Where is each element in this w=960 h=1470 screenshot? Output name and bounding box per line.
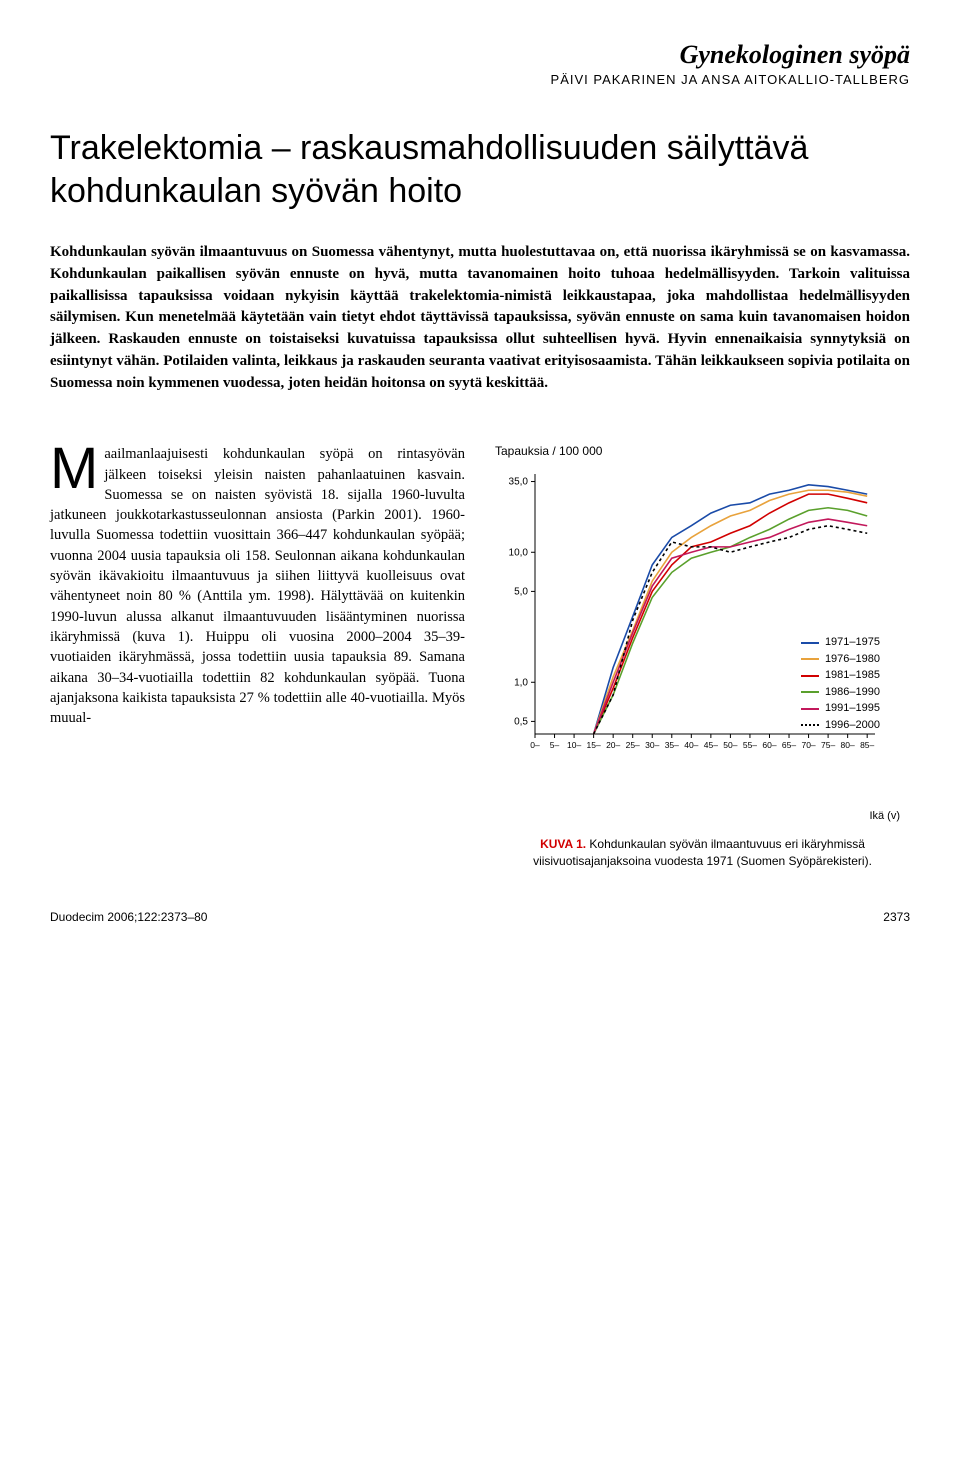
legend-item: 1976–1980: [801, 651, 880, 668]
svg-text:35–: 35–: [665, 740, 679, 750]
svg-text:70–: 70–: [801, 740, 815, 750]
svg-text:20–: 20–: [606, 740, 620, 750]
svg-text:35,0: 35,0: [509, 477, 529, 488]
svg-text:10–: 10–: [567, 740, 581, 750]
svg-text:50–: 50–: [723, 740, 737, 750]
legend-item: 1971–1975: [801, 634, 880, 651]
legend-item: 1991–1995: [801, 700, 880, 717]
svg-text:40–: 40–: [684, 740, 698, 750]
chart-y-title: Tapauksia / 100 000: [495, 444, 910, 458]
legend-item: 1986–1990: [801, 684, 880, 701]
body-column: Maailmanlaajuisesti kohdunkaulan syöpä o…: [50, 444, 465, 870]
svg-text:5–: 5–: [550, 740, 560, 750]
svg-text:45–: 45–: [704, 740, 718, 750]
svg-text:60–: 60–: [762, 740, 776, 750]
figure-caption: KUVA 1. Kohdunkaulan syövän ilmaantuvuus…: [495, 836, 910, 870]
svg-text:85–: 85–: [860, 740, 874, 750]
svg-text:1,0: 1,0: [514, 678, 528, 689]
svg-text:30–: 30–: [645, 740, 659, 750]
page-number: 2373: [883, 910, 910, 924]
article-title: Trakelektomia – raskausmahdollisuuden sä…: [50, 127, 910, 212]
category-heading: Gynekologinen syöpä: [50, 40, 910, 70]
abstract-text: Kohdunkaulan syövän ilmaantuvuus on Suom…: [50, 242, 910, 394]
svg-text:75–: 75–: [821, 740, 835, 750]
legend-item: 1981–1985: [801, 667, 880, 684]
caption-key: KUVA 1.: [540, 837, 586, 851]
svg-text:15–: 15–: [587, 740, 601, 750]
body-text: aailmanlaajuisesti kohdunkaulan syöpä on…: [50, 446, 465, 726]
svg-text:80–: 80–: [841, 740, 855, 750]
chart-legend: 1971–19751976–19801981–19851986–19901991…: [801, 634, 880, 733]
svg-text:25–: 25–: [626, 740, 640, 750]
drop-cap: M: [50, 444, 104, 493]
svg-text:0,5: 0,5: [514, 717, 528, 728]
page-footer: Duodecim 2006;122:2373–80 2373: [50, 910, 910, 924]
svg-text:0–: 0–: [530, 740, 540, 750]
svg-text:65–: 65–: [782, 740, 796, 750]
figure-column: Tapauksia / 100 000 0,5 1,0 5,0 10,0 35,0 0– 5…: [495, 444, 910, 870]
two-column-layout: Maailmanlaajuisesti kohdunkaulan syöpä o…: [50, 444, 910, 870]
chart-container: 0,5 1,0 5,0 10,0 35,0 0– 5– 10– 15– 20– 25– 30– 35– 4…: [495, 464, 895, 814]
svg-text:55–: 55–: [743, 740, 757, 750]
legend-item: 1996–2000: [801, 717, 880, 734]
svg-text:10,0: 10,0: [509, 548, 529, 559]
authors-line: PÄIVI PAKARINEN JA ANSA AITOKALLIO-TALLB…: [50, 72, 910, 87]
footer-citation: Duodecim 2006;122:2373–80: [50, 910, 207, 924]
svg-text:5,0: 5,0: [514, 587, 528, 598]
